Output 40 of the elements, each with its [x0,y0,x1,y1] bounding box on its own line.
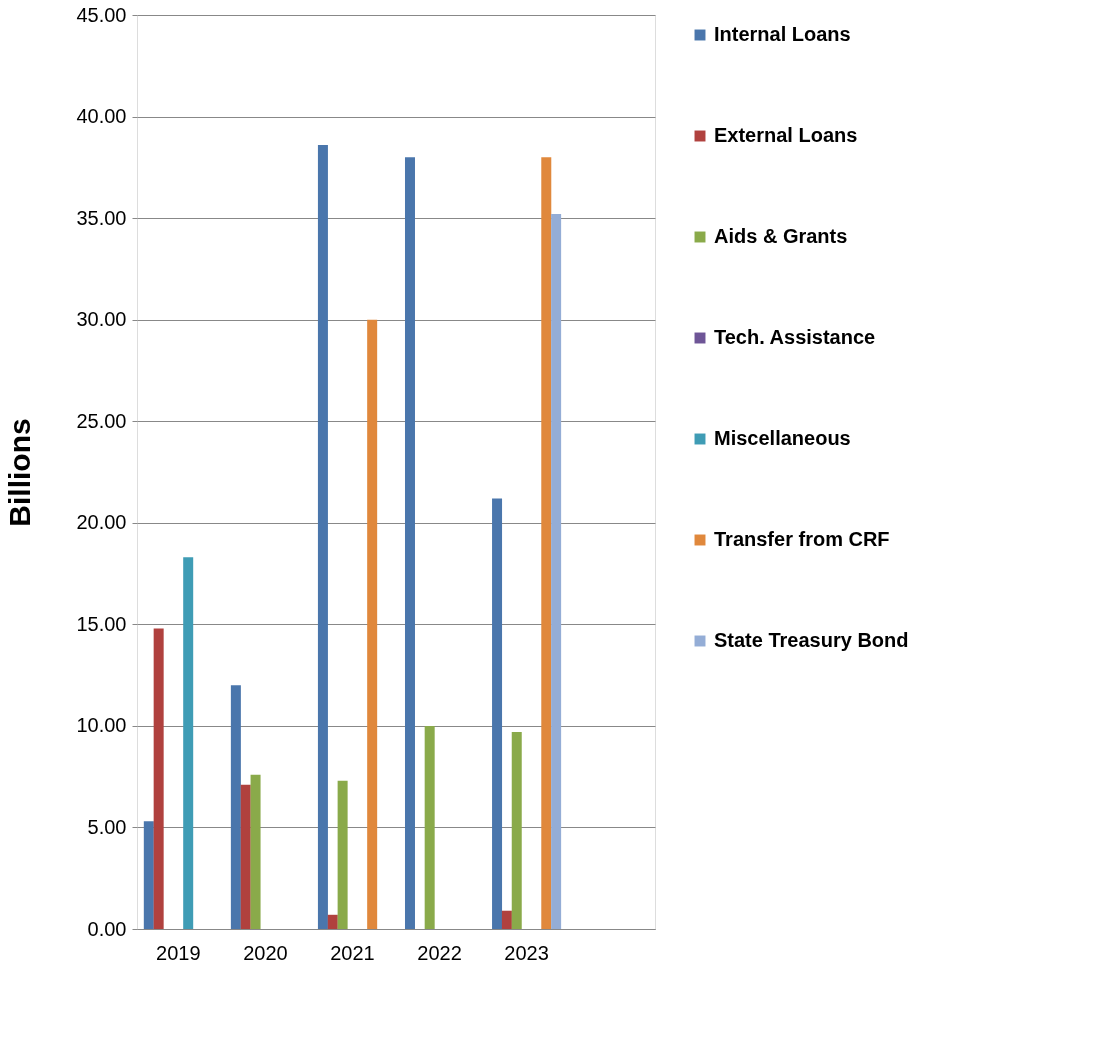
legend-label: Tech. Assistance [714,326,876,348]
y-tick-label: 30.00 [76,308,127,331]
legend-label: Internal Loans [714,23,851,45]
bar [337,780,348,929]
bar [250,774,261,929]
y-axis-title: Billions [3,418,37,527]
bar [424,725,435,929]
bar [501,910,512,929]
y-tick-label: 10.00 [76,714,127,737]
bar [317,144,328,929]
bar [240,784,251,929]
y-tick-label: 5.00 [87,815,127,838]
legend-label: State Treasury Bond [714,629,909,651]
y-tick-label: 15.00 [76,612,127,635]
bar [183,557,194,929]
legend-label: External Loans [714,124,858,146]
y-tick-label: 35.00 [76,206,127,229]
y-tick-label: 0.00 [87,917,127,940]
bar [541,157,552,929]
bar [551,214,562,929]
bar [492,498,503,929]
x-tick-label: 2021 [330,941,375,964]
bar [511,731,522,929]
x-tick-label: 2020 [243,941,288,964]
x-tick-label: 2019 [156,941,201,964]
y-tick-label: 45.00 [76,3,127,26]
y-tick-label: 40.00 [76,105,127,128]
bar [327,914,338,929]
legend-label: Miscellaneous [714,427,851,449]
bar [367,319,378,929]
bar [230,685,241,929]
y-tick-label: 20.00 [76,511,127,534]
legend-label: Transfer from CRF [714,528,890,550]
bar [404,157,415,929]
x-tick-label: 2022 [417,941,462,964]
y-tick-label: 25.00 [76,409,127,432]
bar [143,821,154,929]
legend-label: Aids & Grants [714,225,848,247]
bar [153,628,164,929]
x-tick-label: 2023 [504,941,549,964]
